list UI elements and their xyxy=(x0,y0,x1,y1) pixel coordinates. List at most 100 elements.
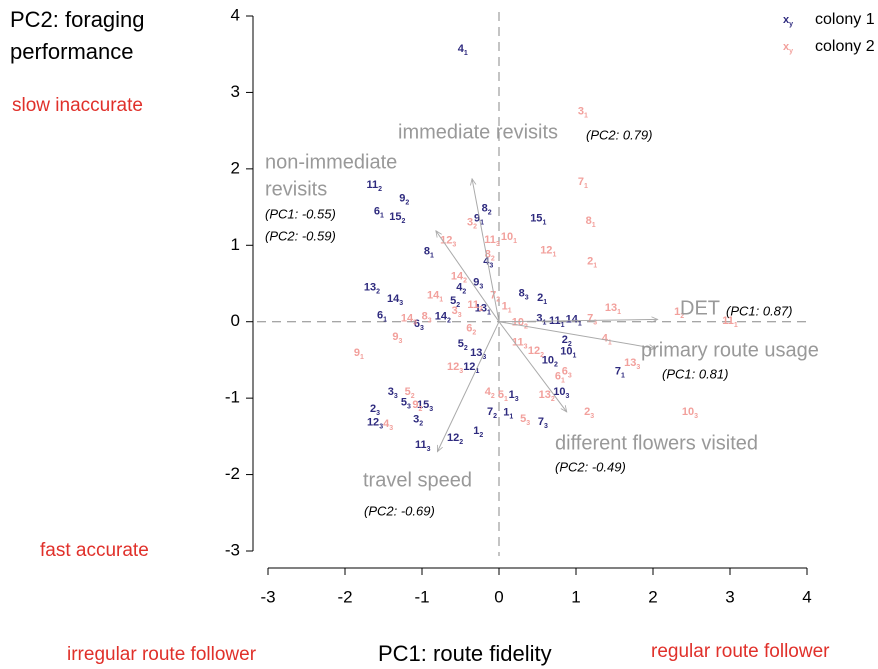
point-subscript: 2 xyxy=(540,352,544,359)
x-tick-label: 4 xyxy=(802,587,811,606)
point-number: 7 xyxy=(538,416,544,428)
point-subscript: 3 xyxy=(593,320,597,327)
x-tick-label: -2 xyxy=(337,587,352,606)
point-number: 3 xyxy=(388,386,394,398)
point: 12 xyxy=(473,425,483,439)
x-high-label: regular route follower xyxy=(651,641,830,662)
point-subscript: 3 xyxy=(428,317,432,324)
y-title: PC2: foraging xyxy=(10,7,145,32)
point-subscript: 1 xyxy=(542,219,546,226)
point-subscript: 3 xyxy=(524,343,528,350)
point: 142 xyxy=(435,310,451,324)
point-number: 4 xyxy=(483,255,490,267)
legend-symbol-sub: y xyxy=(789,48,793,55)
loading-note: (PC1: -0.55) xyxy=(265,206,336,221)
point: 41 xyxy=(602,332,612,346)
point-number: 13 xyxy=(605,302,617,314)
point-number: 1 xyxy=(503,407,509,419)
point-number: 8 xyxy=(422,310,428,322)
point-subscript: 2 xyxy=(680,313,684,320)
point: 111 xyxy=(722,315,738,329)
point: 71 xyxy=(615,365,625,379)
loading-label: DET xyxy=(680,297,720,319)
point-number: 11 xyxy=(415,439,427,451)
point-number: 14 xyxy=(401,313,414,325)
point-number: 8 xyxy=(586,215,592,227)
point-number: 12 xyxy=(447,361,459,373)
point: 11 xyxy=(502,300,512,314)
point-number: 1 xyxy=(509,389,515,401)
point-subscript: 1 xyxy=(572,352,576,359)
point-subscript: 3 xyxy=(429,406,433,413)
point-subscript: 2 xyxy=(405,200,409,207)
point: 83 xyxy=(422,310,432,324)
point-subscript: 3 xyxy=(459,368,463,375)
point-subscript: 3 xyxy=(636,364,640,371)
point: 132 xyxy=(364,281,380,295)
y-tick-label: -1 xyxy=(225,388,240,407)
point: 112 xyxy=(366,179,382,193)
point: 42 xyxy=(485,386,495,400)
point: 81 xyxy=(424,245,434,259)
loading-note: (PC2: 0.79) xyxy=(586,127,652,142)
point: 143 xyxy=(401,313,417,327)
point: 113 xyxy=(484,234,500,248)
point-subscript: 1 xyxy=(561,378,565,385)
point-subscript: 3 xyxy=(399,300,403,307)
point-subscript: 1 xyxy=(617,309,621,316)
point: 43 xyxy=(483,255,493,269)
point-number: 11 xyxy=(722,315,734,327)
point-subscript: 3 xyxy=(379,423,383,430)
point-subscript: 2 xyxy=(419,420,423,427)
point: 82 xyxy=(485,248,495,262)
point: 92 xyxy=(412,399,422,413)
point-number: 12 xyxy=(528,345,540,357)
point: 33 xyxy=(388,386,398,400)
point-subscript: 2 xyxy=(376,288,380,295)
point-number: 7 xyxy=(615,365,621,377)
loading-arrow xyxy=(498,319,658,321)
point-subscript: 1 xyxy=(504,396,508,403)
loading-arrow xyxy=(436,321,500,452)
x-low-label: irregular route follower xyxy=(67,644,257,665)
point-number: 12 xyxy=(440,235,452,247)
loading-note: (PC2: -0.49) xyxy=(555,459,626,474)
point: 61 xyxy=(377,310,387,324)
point-subscript: 2 xyxy=(456,302,460,309)
point-number: 14 xyxy=(427,290,440,302)
point-subscript: 3 xyxy=(526,420,530,427)
point-subscript: 2 xyxy=(447,317,451,324)
point: 82 xyxy=(482,203,492,217)
point: 113 xyxy=(415,439,431,453)
loading-label: travel speed xyxy=(363,469,472,491)
legend-label: colony 1 xyxy=(815,11,875,28)
y-title: performance xyxy=(10,39,134,64)
point: 13 xyxy=(509,389,519,403)
point-number: 14 xyxy=(451,271,464,283)
point-number: 2 xyxy=(587,255,593,267)
point-subscript: 2 xyxy=(462,288,466,295)
point: 122 xyxy=(528,345,544,359)
point-subscript: 2 xyxy=(411,393,415,400)
point: 43 xyxy=(383,418,393,432)
point-subscript: 1 xyxy=(552,251,556,258)
point-subscript: 2 xyxy=(479,432,483,439)
loading-arrow xyxy=(498,321,655,349)
point: 31 xyxy=(578,105,588,119)
point: 93 xyxy=(473,277,483,291)
point: 52 xyxy=(450,295,460,309)
point: 71 xyxy=(578,176,588,190)
point-subscript: 2 xyxy=(491,393,495,400)
point: 53 xyxy=(520,413,530,427)
point-subscript: 3 xyxy=(544,423,548,430)
x-tick-label: 3 xyxy=(725,587,734,606)
point-subscript: 3 xyxy=(458,312,462,319)
point: 113 xyxy=(512,336,528,350)
point: 133 xyxy=(470,347,486,361)
point-number: 5 xyxy=(401,397,407,409)
point-number: 10 xyxy=(542,355,554,367)
point: 91 xyxy=(354,347,364,361)
point-number: 8 xyxy=(424,245,430,257)
point-subscript: 3 xyxy=(376,410,380,417)
y-tick-label: -2 xyxy=(225,464,240,483)
